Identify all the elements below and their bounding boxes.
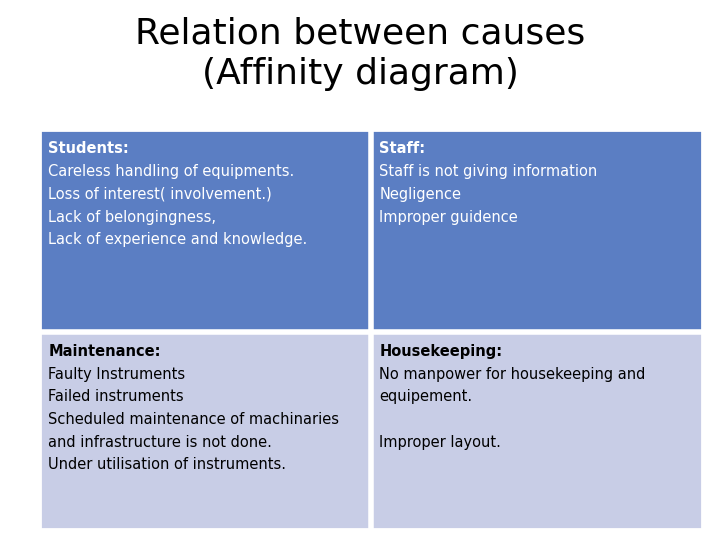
Text: Failed instruments: Failed instruments — [48, 389, 184, 404]
Text: Scheduled maintenance of machinaries: Scheduled maintenance of machinaries — [48, 412, 339, 427]
Text: Maintenance:: Maintenance: — [48, 344, 161, 359]
Text: Improper layout.: Improper layout. — [379, 435, 501, 450]
Text: and infrastructure is not done.: and infrastructure is not done. — [48, 435, 272, 450]
Text: Housekeeping:: Housekeeping: — [379, 344, 503, 359]
Text: Staff is not giving information: Staff is not giving information — [379, 164, 598, 179]
Text: Students:: Students: — [48, 141, 129, 157]
Text: Faulty Instruments: Faulty Instruments — [48, 367, 185, 382]
Text: Lack of experience and knowledge.: Lack of experience and knowledge. — [48, 232, 307, 247]
Text: Staff:: Staff: — [379, 141, 426, 157]
Bar — [371, 130, 702, 332]
Bar — [40, 130, 371, 332]
Bar — [40, 332, 371, 529]
Text: Negligence: Negligence — [379, 187, 462, 202]
Text: Under utilisation of instruments.: Under utilisation of instruments. — [48, 457, 287, 472]
Text: Loss of interest( involvement.): Loss of interest( involvement.) — [48, 187, 272, 202]
Bar — [371, 332, 702, 529]
Text: Lack of belongingness,: Lack of belongingness, — [48, 210, 216, 225]
Text: Careless handling of equipments.: Careless handling of equipments. — [48, 164, 294, 179]
Text: No manpower for housekeeping and: No manpower for housekeeping and — [379, 367, 646, 382]
Text: equipement.: equipement. — [379, 389, 472, 404]
Text: Improper guidence: Improper guidence — [379, 210, 518, 225]
Text: Relation between causes
(Affinity diagram): Relation between causes (Affinity diagra… — [135, 16, 585, 91]
